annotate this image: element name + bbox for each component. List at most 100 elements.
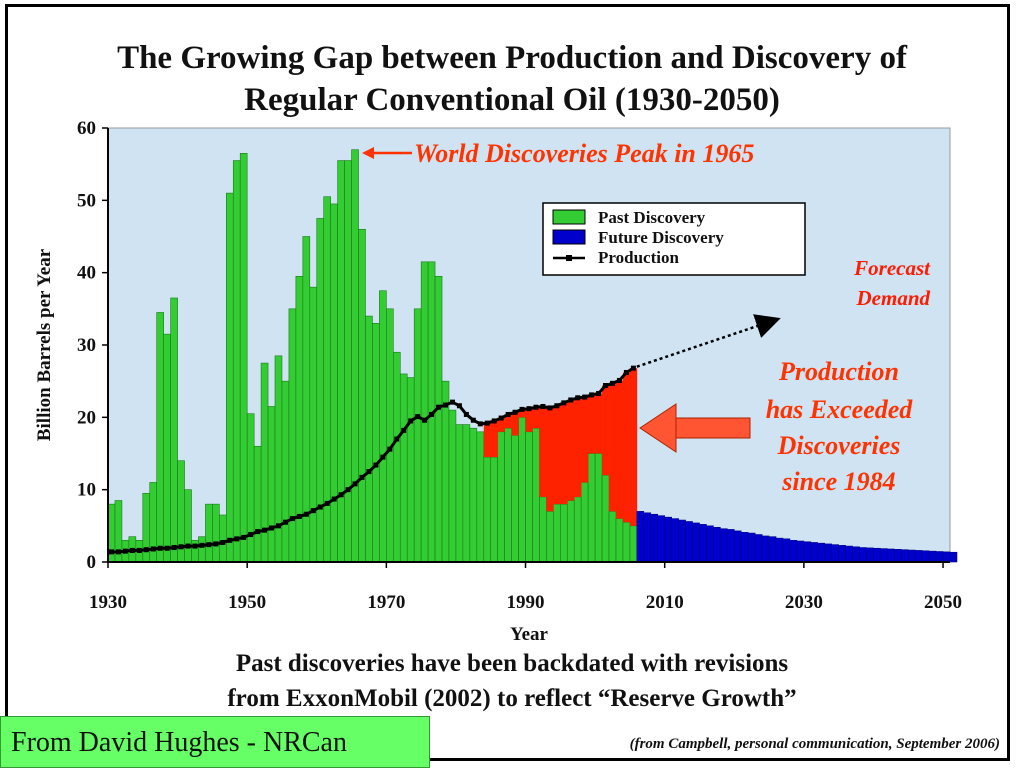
- past-bar-1997: [573, 496, 582, 563]
- exceeded-annotation-line1: Production: [778, 357, 899, 386]
- future-bar-2050: [942, 551, 951, 563]
- past-bar-2004: [622, 521, 631, 563]
- production-point-1955: [282, 519, 288, 525]
- legend-label-production: Production: [598, 248, 679, 267]
- past-bar-1944: [205, 503, 213, 563]
- x-tick-label-2030: 2030: [785, 592, 823, 613]
- y-tick-label-30: 30: [77, 335, 96, 356]
- production-point-1960: [317, 504, 323, 510]
- future-bar-2048: [928, 550, 937, 563]
- y-tick-label-40: 40: [77, 263, 96, 284]
- past-bar-1945: [212, 503, 220, 563]
- future-bar-2026: [775, 537, 784, 563]
- past-bar-1949: [239, 153, 248, 563]
- production-point-1963: [338, 492, 344, 498]
- exceeded-annotation-line3: Discoveries: [777, 431, 901, 460]
- future-bar-2023: [754, 534, 763, 563]
- forecast-demand-line: [636, 314, 781, 368]
- future-bar-2018: [720, 528, 728, 563]
- gap-bar-2005: [629, 368, 638, 526]
- production-point-1942: [192, 543, 198, 549]
- future-bar-2040: [873, 547, 881, 563]
- production-point-1943: [199, 542, 205, 548]
- production-point-2000: [596, 390, 602, 396]
- past-bar-1966: [358, 228, 366, 563]
- future-bar-2045: [907, 549, 916, 563]
- future-bar-2043: [894, 549, 902, 563]
- future-bar-2017: [713, 526, 721, 563]
- production-point-1956: [289, 516, 295, 522]
- past-bar-1939: [170, 297, 178, 563]
- production-point-1989: [519, 406, 525, 412]
- production-point-2005: [630, 365, 636, 371]
- gap-bar-1997: [574, 397, 582, 497]
- past-bar-1963: [337, 160, 345, 563]
- production-point-1953: [269, 525, 275, 531]
- slide-frame: [5, 4, 1010, 761]
- production-point-1964: [345, 487, 351, 493]
- production-point-1981: [463, 411, 469, 417]
- past-bar-1942: [191, 539, 199, 563]
- production-point-1961: [324, 500, 330, 506]
- production-point-2002: [610, 380, 616, 386]
- past-bar-1987: [504, 427, 512, 563]
- y-tick-label-20: 20: [77, 407, 96, 428]
- future-bar-2041: [880, 548, 888, 563]
- production-point-1972: [401, 427, 407, 433]
- x-tick-label-1970: 1970: [367, 592, 405, 613]
- production-point-1950: [248, 532, 254, 538]
- production-point-1975: [422, 417, 428, 423]
- past-bar-1998: [580, 482, 589, 563]
- production-point-1967: [366, 469, 372, 475]
- past-bar-2005: [629, 525, 638, 563]
- production-point-1991: [533, 404, 539, 410]
- gap-bar-1986: [497, 418, 505, 432]
- past-bar-1948: [232, 160, 241, 563]
- past-bar-1943: [198, 536, 206, 563]
- legend-swatch-past: [552, 209, 586, 225]
- past-bar-1968: [372, 322, 380, 563]
- y-tick-labels: 0 10 20 30 40 50 60: [77, 118, 108, 573]
- past-bar-1937: [156, 312, 164, 563]
- future-bar-2042: [887, 548, 895, 563]
- production-point-1979: [449, 399, 455, 405]
- future-bar-2033: [824, 543, 833, 563]
- future-bar-2014: [692, 522, 700, 563]
- production-point-1993: [547, 405, 553, 411]
- exceeded-annotation-line4: since 1984: [781, 467, 895, 496]
- gap-bar-1996: [567, 399, 575, 501]
- production-point-1941: [185, 543, 191, 549]
- gap-bar-1988: [511, 412, 519, 436]
- past-bar-1964: [344, 160, 352, 563]
- production-point-1935: [143, 547, 149, 553]
- past-bar-1973: [406, 377, 415, 563]
- future-bar-2037: [852, 546, 860, 563]
- past-bar-1946: [219, 514, 227, 563]
- gap-bar-1993: [546, 407, 554, 512]
- future-bar-2022: [747, 532, 756, 563]
- gap-bar-2002: [609, 383, 617, 512]
- production-point-1990: [526, 406, 532, 412]
- x-tick-label-1930: 1930: [89, 592, 127, 613]
- source-note: (from Campbell, personal communication, …: [629, 736, 1000, 752]
- future-bar-2044: [900, 549, 909, 563]
- x-axis-label: Year: [510, 624, 549, 645]
- past-bar-1989: [518, 417, 526, 563]
- production-point-1958: [303, 511, 309, 517]
- past-bar-1991: [532, 427, 540, 563]
- past-bar-1961: [323, 196, 331, 563]
- gap-bar-1991: [532, 407, 540, 429]
- past-bar-1977: [434, 275, 443, 563]
- y-tick-label-10: 10: [77, 480, 96, 501]
- production-point-1962: [331, 496, 337, 502]
- future-bar-2049: [935, 551, 944, 563]
- past-bar-1995: [560, 503, 568, 563]
- production-point-1938: [164, 545, 170, 551]
- production-point-1978: [442, 402, 448, 408]
- past-bar-1992: [539, 496, 547, 563]
- production-point-1949: [241, 534, 247, 540]
- production-point-1995: [561, 400, 567, 406]
- production-point-1988: [512, 409, 518, 415]
- exceeded-annotation-line2: has Exceeded: [766, 395, 914, 424]
- legend-label-future: Future Discovery: [598, 228, 724, 247]
